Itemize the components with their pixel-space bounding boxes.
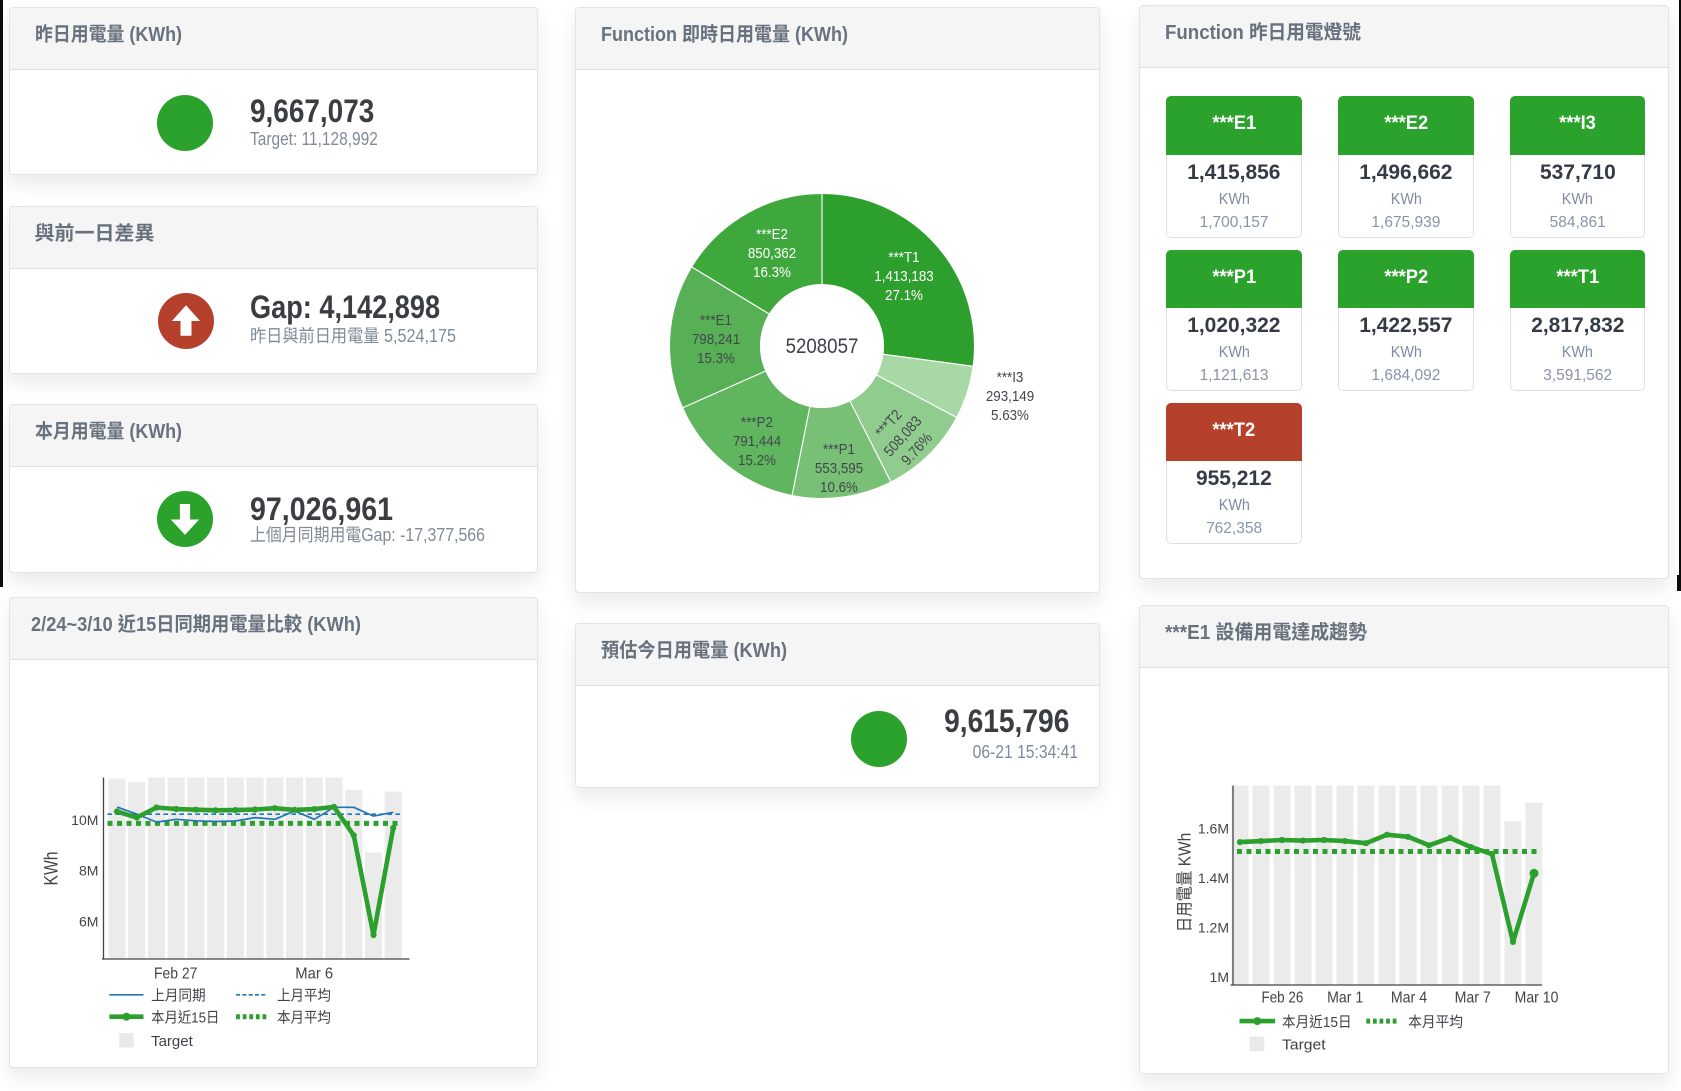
- svg-text:Mar 6: Mar 6: [295, 965, 333, 982]
- svg-text:Target: Target: [151, 1033, 194, 1050]
- svg-text:日用電量 KWh: 日用電量 KWh: [1175, 832, 1195, 931]
- svg-text:上月同期: 上月同期: [151, 987, 206, 1004]
- svg-text:本月近15日: 本月近15日: [1282, 1013, 1352, 1030]
- svg-text:KWh: KWh: [41, 851, 62, 885]
- svg-text:Feb 26: Feb 26: [1262, 989, 1304, 1006]
- svg-text:本月近15日: 本月近15日: [151, 1009, 219, 1026]
- svg-text:Mar 7: Mar 7: [1455, 989, 1491, 1006]
- svg-text:上月平均: 上月平均: [277, 987, 331, 1004]
- svg-text:1M: 1M: [1210, 969, 1229, 985]
- svg-text:Mar 4: Mar 4: [1391, 989, 1427, 1006]
- svg-text:10M: 10M: [71, 812, 98, 828]
- svg-text:Mar 1: Mar 1: [1327, 989, 1363, 1006]
- svg-text:Feb 27: Feb 27: [154, 965, 197, 982]
- svg-text:本月平均: 本月平均: [1408, 1013, 1463, 1030]
- svg-text:1.6M: 1.6M: [1198, 820, 1229, 836]
- svg-text:本月平均: 本月平均: [277, 1009, 331, 1026]
- svg-text:Target: Target: [1282, 1036, 1326, 1053]
- svg-text:6M: 6M: [78, 913, 97, 929]
- svg-text:8M: 8M: [78, 862, 97, 878]
- svg-text:Mar 10: Mar 10: [1515, 989, 1559, 1006]
- svg-text:1.2M: 1.2M: [1198, 919, 1229, 935]
- svg-text:1.4M: 1.4M: [1198, 870, 1229, 886]
